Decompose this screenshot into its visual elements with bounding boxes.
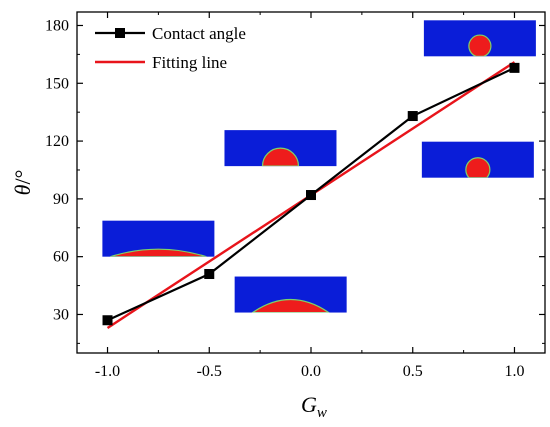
contact-angle-point bbox=[306, 190, 316, 201]
y-tick-label: 30 bbox=[53, 306, 69, 323]
y-axis-label-symbol: θ bbox=[10, 184, 35, 195]
y-tick-label: 150 bbox=[45, 75, 69, 92]
droplet-inset bbox=[421, 141, 534, 178]
droplet-insets bbox=[102, 20, 536, 313]
droplet-shape bbox=[468, 34, 492, 57]
series-layer bbox=[102, 61, 520, 329]
droplet-shape bbox=[465, 157, 491, 178]
droplet-shape bbox=[261, 147, 300, 167]
contact-angle-point bbox=[509, 62, 520, 73]
droplet-inset bbox=[102, 220, 215, 257]
droplet-inset bbox=[234, 276, 347, 313]
y-tick-label: 90 bbox=[53, 191, 69, 208]
contact-angle-point bbox=[407, 111, 418, 122]
droplet-shape bbox=[110, 248, 207, 257]
x-tick-label: 1.0 bbox=[504, 363, 524, 380]
legend-label-fitting-line: Fitting line bbox=[152, 53, 227, 72]
droplet-inset bbox=[423, 20, 536, 57]
droplet bbox=[468, 34, 492, 57]
y-tick-label: 60 bbox=[53, 249, 69, 266]
legend-marker-contact-angle bbox=[115, 28, 125, 38]
ticks: -1.0 -0.5 0.0 0.5 1.0 30 60 90 120 150 180 bbox=[45, 12, 545, 380]
droplet-shape bbox=[251, 298, 330, 313]
droplet bbox=[251, 298, 330, 313]
droplet bbox=[261, 147, 300, 167]
contact-angle-point bbox=[204, 269, 215, 280]
x-tick-label: 0.5 bbox=[403, 363, 423, 380]
x-tick-label: 0.0 bbox=[301, 363, 321, 380]
droplet bbox=[465, 157, 491, 178]
droplet-inset bbox=[224, 130, 337, 167]
x-axis-label: Gw bbox=[301, 392, 327, 421]
contact-angle-point bbox=[102, 315, 113, 326]
legend-label-contact-angle: Contact angle bbox=[152, 24, 246, 43]
x-tick-label: -0.5 bbox=[197, 363, 222, 380]
y-tick-label: 120 bbox=[45, 133, 69, 150]
y-tick-label: 180 bbox=[45, 17, 69, 34]
x-tick-label: -1.0 bbox=[95, 363, 120, 380]
y-axis-label: θ/° bbox=[10, 170, 35, 196]
droplet bbox=[110, 248, 207, 257]
y-axis-label-unit: /° bbox=[10, 170, 35, 185]
legend: Contact angle Fitting line bbox=[95, 24, 246, 72]
x-axis-label-subscript: w bbox=[317, 405, 327, 421]
x-axis-label-main: G bbox=[301, 392, 317, 417]
